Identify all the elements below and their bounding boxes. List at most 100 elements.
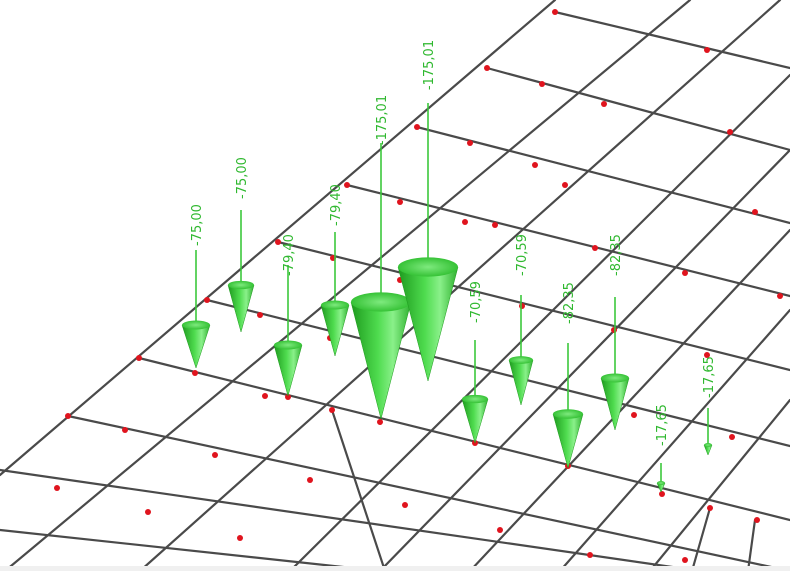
load-cone-cap [657,481,665,485]
mesh-node[interactable] [212,452,218,458]
mesh-node[interactable] [237,535,243,541]
mesh-node[interactable] [145,509,151,515]
mesh-node[interactable] [414,124,420,130]
mesh-line [468,228,790,573]
mesh-line [66,414,790,573]
mesh-node[interactable] [54,485,60,491]
load-cone-cap [228,280,254,290]
mesh-node[interactable] [462,219,468,225]
load-cone [461,398,489,444]
mesh-node[interactable] [682,557,688,563]
load-value-label: -70,59 [515,234,530,276]
mesh-line [553,10,790,70]
load-arrow[interactable]: -79,40 [320,184,350,357]
mesh-node[interactable] [329,407,335,413]
mesh-node[interactable] [754,517,760,523]
load-value-label: -79,40 [282,234,297,276]
mesh-node[interactable] [659,491,665,497]
load-cone [181,324,211,369]
mesh-node[interactable] [519,303,525,309]
mesh-node[interactable] [122,427,128,433]
load-arrow[interactable]: -17,65 [655,404,670,493]
load-cone-cap [182,320,210,330]
mesh-node[interactable] [539,81,545,87]
load-value-label: -175,01 [375,95,390,145]
load-arrow[interactable]: -175,01 [397,40,459,382]
mesh-node[interactable] [611,327,617,333]
mesh-line [648,398,790,573]
mesh-node[interactable] [704,352,710,358]
mesh-node[interactable] [285,394,291,400]
mesh-node[interactable] [467,140,473,146]
load-arrow[interactable]: -82,35 [552,282,584,469]
mesh-line [138,0,782,573]
load-cone-cap [553,409,583,419]
mesh-node[interactable] [257,312,263,318]
mesh-line [746,518,757,573]
mesh-node[interactable] [682,270,688,276]
load-arrow[interactable]: -82,35 [600,234,630,431]
mesh-node[interactable] [307,477,313,483]
load-value-label: -79,40 [329,184,344,226]
mesh-line [345,183,790,298]
load-arrow[interactable]: -75,00 [181,204,211,369]
mesh-node[interactable] [402,502,408,508]
mesh-node[interactable] [136,355,142,361]
mesh-node[interactable] [492,222,498,228]
load-arrow[interactable]: -79,40 [273,234,303,397]
mesh-node[interactable] [344,182,350,188]
load-cone [508,359,534,406]
load-cone-cap [601,373,629,383]
mesh-node[interactable] [532,162,538,168]
mesh-line [330,408,387,573]
mesh-line [0,528,382,573]
load-arrow[interactable]: -70,59 [508,234,534,406]
mesh-node[interactable] [192,370,198,376]
load-arrow[interactable]: -75,00 [227,157,255,333]
load-cone [397,266,459,382]
load-value-label: -75,00 [190,204,205,246]
load-cone-cap [509,356,533,364]
mesh-node[interactable] [497,527,503,533]
mesh-node[interactable] [729,434,735,440]
load-value-label: -17,65 [702,356,717,398]
mesh-node[interactable] [727,129,733,135]
mesh-line [0,468,702,573]
mesh-node[interactable] [704,47,710,53]
load-arrow[interactable]: -175,01 [350,95,412,420]
load-value-label: -175,01 [422,40,437,90]
load-cone [273,344,303,397]
load-arrow[interactable]: -70,59 [461,281,489,444]
load-cone-cap [704,443,712,447]
mesh-node[interactable] [204,297,210,303]
load-cone-cap [462,394,488,404]
mesh-line [558,308,790,573]
mesh-node[interactable] [552,9,558,15]
mesh-node[interactable] [397,199,403,205]
mesh-node[interactable] [65,413,71,419]
mesh-node[interactable] [262,393,268,399]
mesh-node[interactable] [562,182,568,188]
mesh-node[interactable] [631,412,637,418]
viewport-bottom-edge [0,566,790,571]
mesh-node[interactable] [777,293,783,299]
mesh-node[interactable] [592,245,598,251]
load-cone [350,301,412,420]
mesh-nodes [54,9,783,563]
mesh-line [137,356,790,522]
mesh-node[interactable] [587,552,593,558]
mesh-node[interactable] [601,101,607,107]
load-value-label: -82,35 [562,282,577,324]
mesh-node[interactable] [707,505,713,511]
load-cone-cap [274,340,302,350]
load-arrow[interactable]: -17,65 [702,356,717,456]
load-arrows: -75,00 -75,00 -79,40 -79,40 -175,01 -175,01 -7… [181,40,717,493]
mesh-line [378,148,790,573]
mesh-node[interactable] [484,65,490,71]
mesh-node[interactable] [377,419,383,425]
load-value-label: -17,65 [655,404,670,446]
mesh-node[interactable] [752,209,758,215]
mesh-node[interactable] [275,239,281,245]
